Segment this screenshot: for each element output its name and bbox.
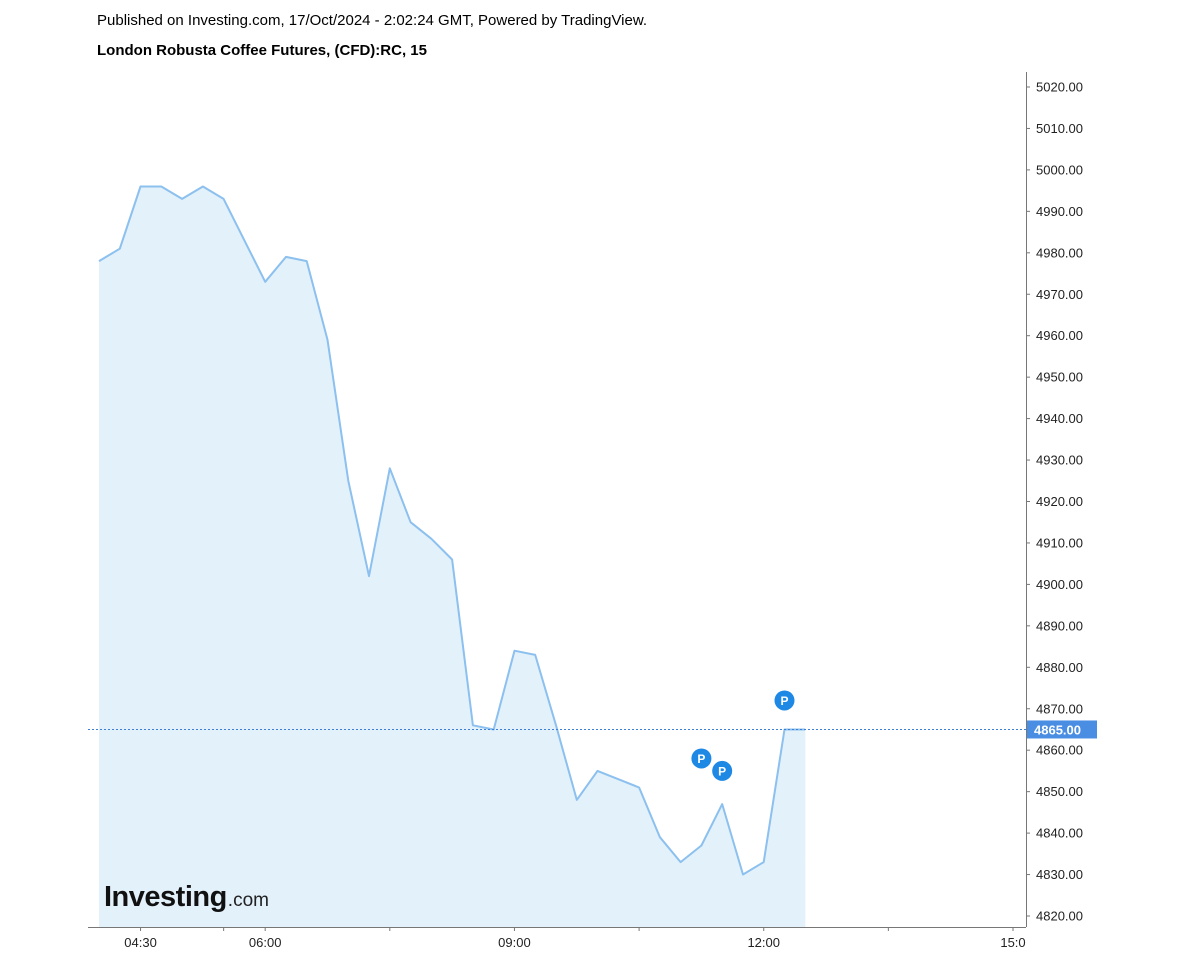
- last-price-text: 4865.00: [1034, 722, 1081, 737]
- p-marker-label: P: [697, 752, 705, 766]
- p-marker: P: [691, 748, 712, 769]
- p-marker-circle: [691, 748, 712, 769]
- y-tick-label: 4930.00: [1036, 453, 1083, 468]
- y-axis: 4820.00 4830.00 4840.00 4850.00 4860.00 4870.…: [1026, 72, 1097, 927]
- instrument-title: London Robusta Coffee Futures, (CFD):RC,…: [97, 42, 427, 59]
- marker-layer: PPP: [691, 690, 795, 781]
- y-tick-label: 4870.00: [1036, 701, 1083, 716]
- y-tick-label: 5000.00: [1036, 162, 1083, 177]
- y-tick-label: 4910.00: [1036, 535, 1083, 550]
- y-tick-label: 4820.00: [1036, 909, 1083, 924]
- y-tick-label: 4960.00: [1036, 328, 1083, 343]
- logo-suffix: .com: [228, 890, 269, 911]
- p-marker-circle: [712, 760, 733, 781]
- x-tick-label: 15:0: [1000, 935, 1025, 950]
- price-line: [98, 185, 806, 876]
- p-marker-circle: [774, 690, 795, 711]
- y-tick-label: 4970.00: [1036, 287, 1083, 302]
- y-tick-label: 4920.00: [1036, 494, 1083, 509]
- x-tick-label: 12:00: [747, 935, 780, 950]
- published-note: Published on Investing.com, 17/Oct/2024 …: [97, 12, 648, 29]
- p-marker: P: [712, 760, 733, 781]
- x-tick-label: 09:00: [498, 935, 531, 950]
- last-price-label: 4865.00: [1027, 720, 1097, 739]
- y-tick-label: 4940.00: [1036, 411, 1083, 426]
- y-tick-label: 4890.00: [1036, 618, 1083, 633]
- y-tick-label: 5020.00: [1036, 80, 1083, 95]
- y-tick-label: 4980.00: [1036, 245, 1083, 260]
- y-tick-label: 4840.00: [1036, 826, 1083, 841]
- last-price-box: [1027, 720, 1097, 739]
- p-marker-label: P: [718, 764, 726, 778]
- logo-wordmark: Investing: [104, 881, 227, 913]
- y-tick-label: 4880.00: [1036, 660, 1083, 675]
- y-tick-label: 4850.00: [1036, 784, 1083, 799]
- x-tick-label: 04:30: [124, 935, 157, 950]
- y-tick-label: 4990.00: [1036, 204, 1083, 219]
- area-fill: [99, 186, 806, 927]
- y-tick-label: 5010.00: [1036, 121, 1083, 136]
- y-tick-label: 4950.00: [1036, 370, 1083, 385]
- y-tick-label: 4900.00: [1036, 577, 1083, 592]
- p-marker-label: P: [780, 694, 788, 708]
- p-marker: P: [774, 690, 795, 711]
- x-axis: 04:30 06:00 09:00 12:00 15:0: [88, 927, 1026, 950]
- plot-area: [88, 185, 1026, 927]
- x-tick-label: 06:00: [249, 935, 282, 950]
- y-tick-label: 4860.00: [1036, 743, 1083, 758]
- investing-logo: Investing .com: [104, 881, 269, 913]
- y-tick-label: 4830.00: [1036, 867, 1083, 882]
